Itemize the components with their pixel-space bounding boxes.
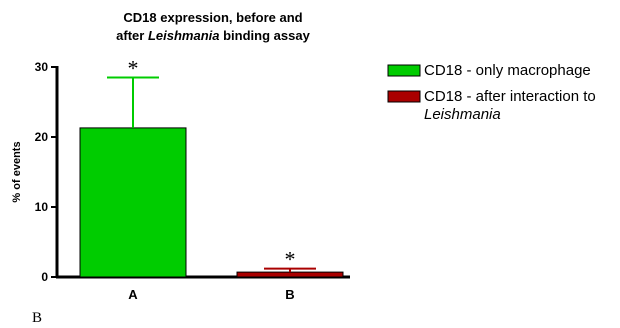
chart-title-line1: CD18 expression, before and: [123, 10, 302, 25]
panel-label: B: [32, 310, 42, 326]
chart-title-after: after: [116, 28, 148, 43]
y-tick-label-20: 20: [35, 130, 49, 144]
y-tick-label-0: 0: [41, 270, 48, 284]
legend: CD18 - only macrophage CD18 - after inter…: [387, 62, 596, 123]
category-label-A: A: [128, 287, 138, 302]
bar-A: [79, 127, 187, 278]
chart-title-line2: after Leishmania binding assay: [116, 28, 310, 43]
chart-title-italic: Leishmania: [148, 28, 220, 43]
legend-swatch-2: [387, 90, 421, 103]
significance-star-B: *: [285, 247, 296, 272]
legend-label-2-line2: Leishmania: [424, 106, 501, 123]
category-label-B: B: [285, 287, 294, 302]
y-axis-label: % of events: [11, 141, 23, 202]
legend-swatch-1: [387, 64, 421, 77]
y-tick-label-30: 30: [35, 60, 49, 74]
chart-title-rest: binding assay: [220, 28, 311, 43]
legend-label-1: CD18 - only macrophage: [424, 62, 591, 79]
bar-B: [236, 271, 344, 278]
y-tick-label-10: 10: [35, 200, 49, 214]
bars: * A * B: [79, 56, 344, 302]
legend-label-2: CD18 - after interaction to: [424, 88, 596, 105]
significance-star-A: *: [128, 56, 139, 81]
